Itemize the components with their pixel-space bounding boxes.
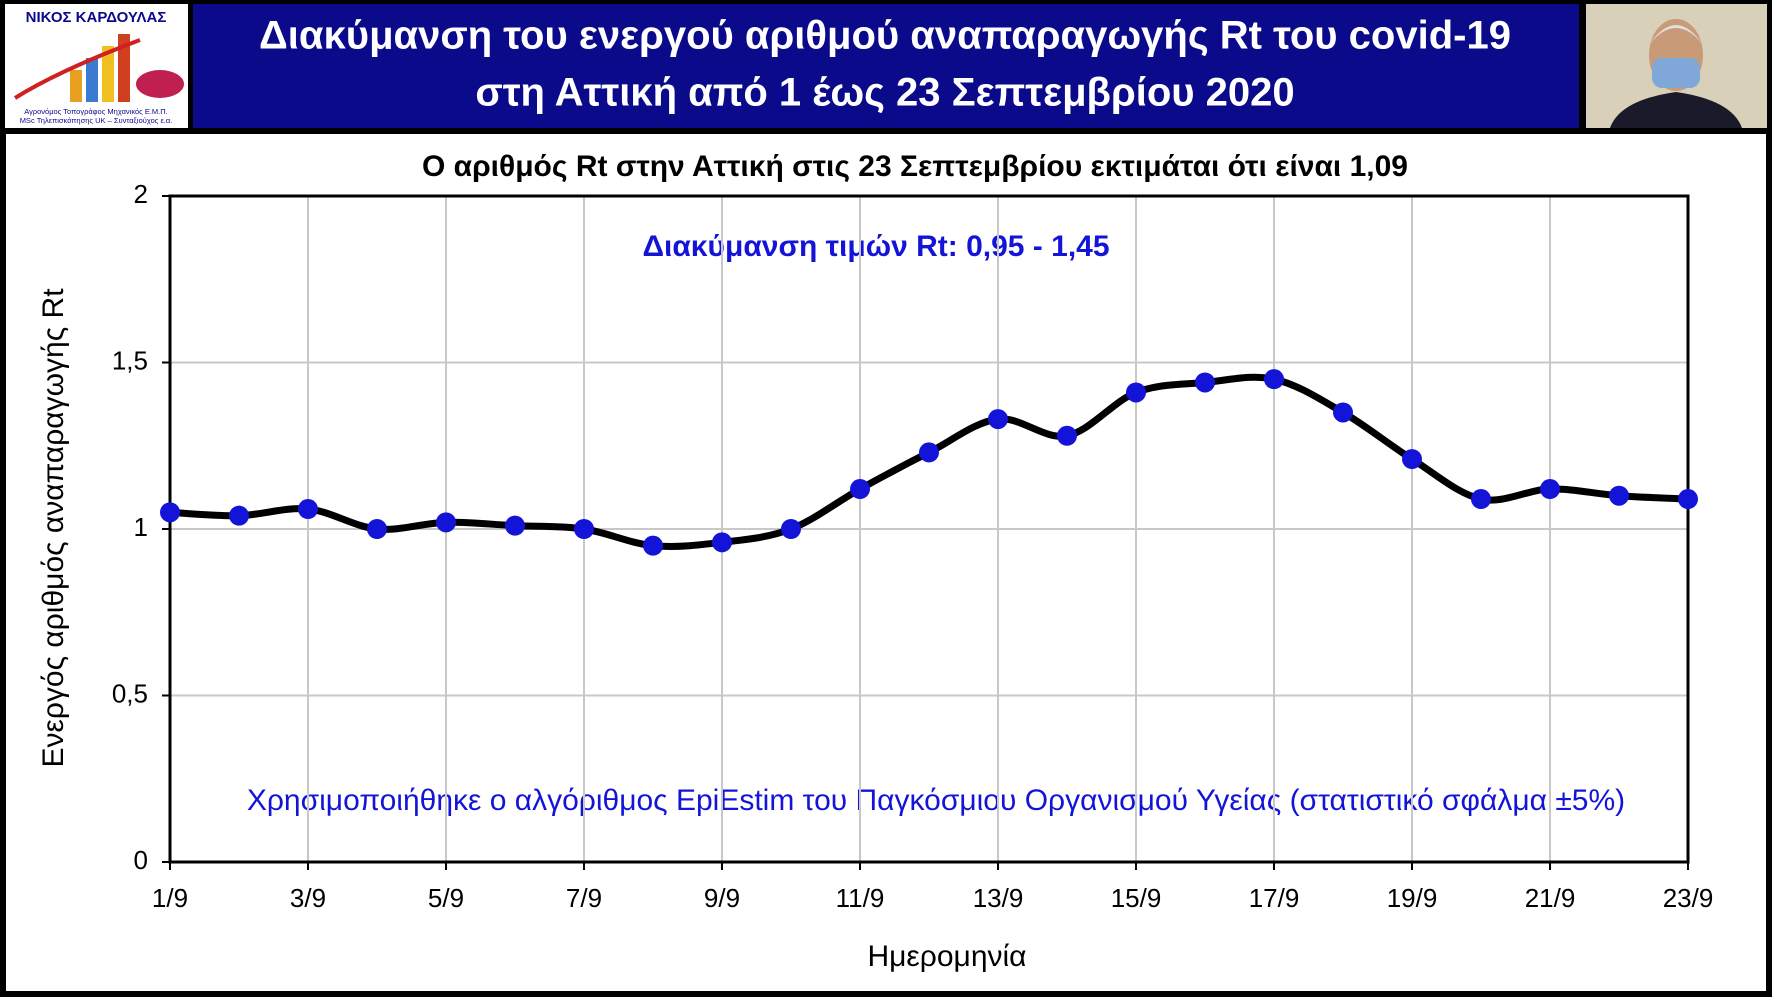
header-title: στη Αττική από 1 έως 23 Σεπτεμβρίου 2020 — [475, 71, 1294, 115]
logo-text: MSc Τηλεπισκόπησης UK – Συνταξιούχος ε.α… — [20, 116, 173, 125]
data-point — [574, 519, 594, 539]
chart-title: Ο αριθμός Rt στην Αττική στις 23 Σεπτεμβ… — [422, 150, 1408, 183]
data-point — [1402, 449, 1422, 470]
photo-figure — [1649, 25, 1703, 45]
data-point — [229, 505, 249, 526]
x-tick-label: 1/9 — [152, 883, 188, 913]
data-point — [1471, 489, 1491, 510]
logo-graphic — [70, 70, 82, 102]
x-tick-label: 9/9 — [704, 883, 740, 913]
x-tick-label: 11/9 — [836, 883, 885, 913]
x-tick-label: 15/9 — [1111, 883, 1162, 913]
y-axis-label: Ενεργός αριθμός αναπαραγωγής Rt — [37, 288, 70, 768]
data-point — [160, 502, 180, 523]
data-point — [781, 519, 801, 539]
plot-area — [168, 194, 1690, 864]
header-band — [193, 4, 1579, 128]
data-point — [988, 409, 1008, 430]
data-point — [1057, 425, 1077, 446]
x-tick-label: 5/9 — [428, 883, 464, 913]
x-tick-label: 21/9 — [1525, 883, 1576, 913]
logo-graphic — [118, 34, 130, 102]
x-tick-label: 23/9 — [1663, 883, 1714, 913]
y-tick-label: 1,5 — [112, 345, 148, 375]
logo-graphic — [13, 38, 141, 100]
data-point — [1678, 489, 1698, 510]
data-point — [1609, 485, 1629, 506]
data-point — [850, 479, 870, 500]
photo-figure — [1652, 58, 1700, 88]
header-title: Διακύμανση του ενεργού αριθμού αναπαραγω… — [259, 14, 1511, 58]
logo-text: Αγρονόμος Τοπογράφος Μηχανικός Ε.Μ.Π. — [24, 107, 168, 116]
logo-name: ΝΙΚΟΣ ΚΑΡΔΟΥΛΑΣ — [26, 9, 167, 26]
x-tick-label: 17/9 — [1249, 883, 1300, 913]
data-point — [643, 535, 663, 556]
data-point — [1540, 479, 1560, 500]
x-axis-label: Ημερομηνία — [867, 940, 1026, 973]
chart-background — [6, 134, 1766, 991]
x-tick-label: 19/9 — [1387, 883, 1438, 913]
data-point — [1126, 382, 1146, 403]
photo — [1586, 4, 1767, 128]
data-point — [367, 519, 387, 539]
data-point — [436, 512, 456, 533]
data-point — [712, 532, 732, 553]
data-point — [919, 442, 939, 463]
photo-figure — [1610, 92, 1742, 128]
annotation: Διακύμανση τιμών Rt: 0,95 - 1,45 — [642, 230, 1109, 263]
y-tick-label: 0 — [134, 845, 148, 875]
data-point — [1195, 372, 1215, 393]
y-tick-label: 2 — [134, 179, 148, 209]
annotation: Χρησιμοποιήθηκε ο αλγόριθμος EpiEstim το… — [247, 784, 1625, 817]
y-tick-label: 1 — [134, 512, 148, 542]
logo-graphic — [102, 46, 114, 102]
x-tick-label: 13/9 — [973, 883, 1024, 913]
logo: ΝΙΚΟΣ ΚΑΡΔΟΥΛΑΣ Αγρονόμος Τοπογράφος Μηχ… — [5, 4, 188, 128]
x-tick-label: 7/9 — [566, 883, 602, 913]
logo-graphic — [86, 58, 98, 102]
y-tick-label: 0,5 — [112, 678, 148, 708]
data-point — [1264, 369, 1284, 390]
data-point — [1333, 402, 1353, 423]
x-tick-label: 3/9 — [290, 883, 326, 913]
data-point — [505, 515, 525, 536]
data-point — [298, 499, 318, 520]
logo-graphic — [136, 70, 184, 98]
